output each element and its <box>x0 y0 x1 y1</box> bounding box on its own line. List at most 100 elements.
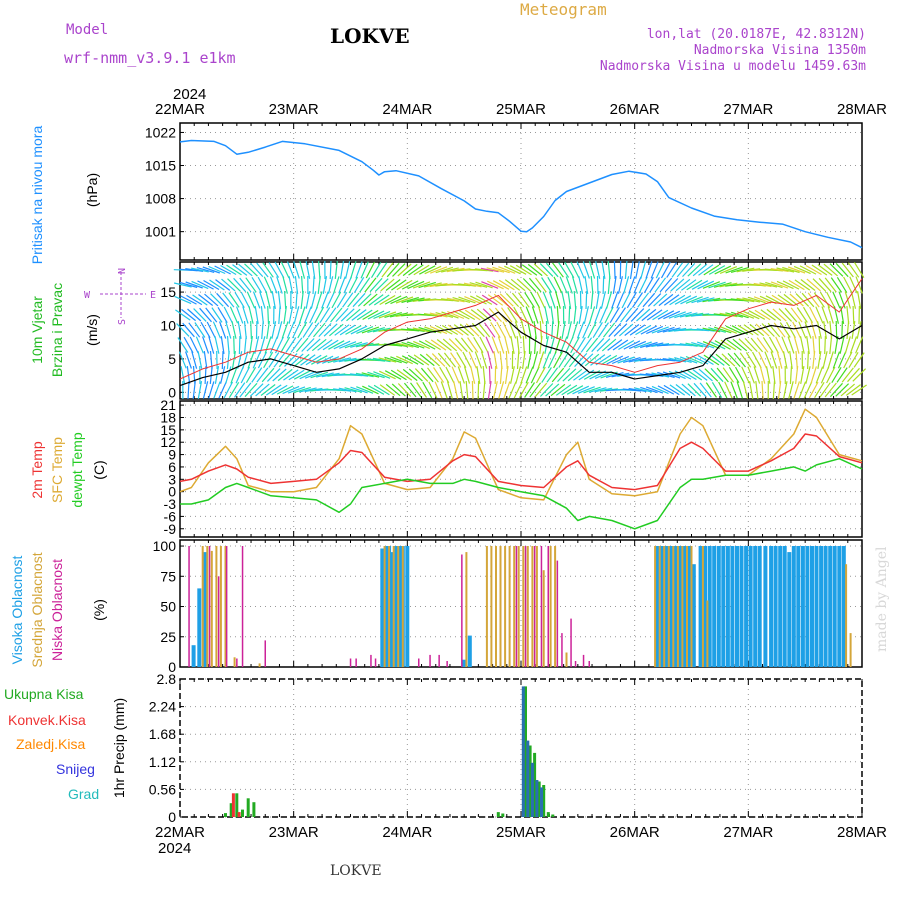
wind-barb <box>527 321 532 339</box>
cloud-high-bar <box>380 548 385 667</box>
wind-barb <box>305 291 311 309</box>
cloud-mid-bar <box>392 546 395 667</box>
wind-barb <box>457 366 465 384</box>
wind-barb <box>634 341 652 349</box>
wind-barb <box>373 294 390 306</box>
wind-barb <box>278 305 281 325</box>
y-tick-label: 6 <box>168 459 176 475</box>
wind-barb <box>430 339 447 351</box>
wind-barb <box>730 381 738 399</box>
wind-barb <box>260 384 276 396</box>
wind-barb <box>245 277 257 293</box>
wind-barb <box>645 386 664 394</box>
wind-barb <box>464 296 482 304</box>
wind-barb <box>640 341 658 349</box>
wind-barb <box>355 261 363 279</box>
wind-barb <box>191 351 198 369</box>
snow-bar <box>521 686 525 817</box>
wind-barb <box>391 383 406 397</box>
cloud-mid-bar <box>681 546 684 667</box>
wind-barb <box>566 321 572 339</box>
wind-barb <box>852 368 867 382</box>
wind-barb <box>582 261 590 279</box>
wind-barb <box>824 382 837 398</box>
wind-barb <box>679 312 698 318</box>
wind-barb <box>239 382 252 398</box>
wind-barb <box>353 276 365 294</box>
cloud-high-bar <box>394 546 398 667</box>
cloud-high-bar <box>655 546 660 667</box>
wind-barb <box>306 338 321 352</box>
wind-barb <box>482 380 486 400</box>
wind-barb <box>725 325 743 335</box>
cloud-low-bar <box>241 546 244 667</box>
wind-barb <box>228 292 240 308</box>
cloud-low-bar <box>515 546 518 667</box>
wind-barb <box>367 358 386 362</box>
wind-barb <box>681 279 697 291</box>
cloud-mid-bar <box>517 546 520 667</box>
cloud-panel: 0 25 50 75 100 <box>153 538 863 675</box>
wind-barb <box>855 276 863 294</box>
wind-barb <box>807 350 809 370</box>
wind-barb <box>758 351 767 369</box>
wind-barb <box>606 291 613 309</box>
wind-barb <box>676 262 690 278</box>
wind-barb <box>297 321 308 339</box>
wind-barb <box>614 307 626 323</box>
wind-barb <box>782 351 788 369</box>
wind-barb <box>618 339 635 351</box>
wind-barb <box>568 305 571 325</box>
wind-barb <box>524 292 535 308</box>
wind-barb <box>519 306 529 324</box>
wind-barb <box>424 326 442 334</box>
wind-barb <box>846 320 850 340</box>
wind-barb <box>505 292 520 308</box>
wind-barb <box>738 338 753 352</box>
wind-barb <box>413 264 430 276</box>
wind-barb <box>592 321 603 339</box>
wind-barb <box>530 291 541 309</box>
wind-barb <box>205 307 218 323</box>
wind-barb <box>251 367 263 383</box>
wind-barb <box>702 281 721 289</box>
wind-barb <box>537 351 545 369</box>
wind-barb <box>473 336 484 354</box>
wind-barb <box>635 324 652 336</box>
cloud-mid-bar <box>383 546 386 667</box>
precip-legend-snow: Snijeg <box>56 761 95 777</box>
pressure-panel: 1001 1008 1015 1022 <box>145 122 863 261</box>
wind-barb <box>436 339 452 351</box>
wind-barb <box>587 321 597 339</box>
wind-barb <box>516 336 520 354</box>
wind-barb <box>681 383 696 397</box>
wind-barb <box>204 293 219 307</box>
wind-barb <box>437 352 451 368</box>
wind-barb <box>453 381 459 399</box>
wind-barb <box>812 278 827 292</box>
wind-barb <box>550 383 566 397</box>
wind-barb <box>719 326 738 334</box>
wind-barb <box>268 262 280 278</box>
cloud-mid-bar <box>522 546 525 667</box>
wind-barb <box>513 381 523 399</box>
wind-barb <box>178 351 187 369</box>
wind-barb <box>824 335 826 355</box>
wind-barb <box>312 275 315 295</box>
wind-barb <box>632 292 643 308</box>
y-tick-label: -9 <box>164 521 177 537</box>
wind-barb <box>277 368 293 382</box>
temp-ylabel-3: dewpt Temp <box>69 432 85 507</box>
wind-barb <box>187 380 190 400</box>
wind-barb <box>185 268 204 272</box>
wind-barb <box>396 355 413 365</box>
y-tick-label: 2.8 <box>157 671 177 687</box>
wind-barb <box>475 281 493 289</box>
cloud-high-bar <box>753 546 758 667</box>
wind-barb <box>470 366 476 384</box>
cloud-high-bar <box>796 546 801 667</box>
wind-barb <box>669 294 686 306</box>
precip-total-bar <box>229 803 233 817</box>
wind-barb <box>231 351 236 369</box>
wind-barb <box>550 306 555 324</box>
